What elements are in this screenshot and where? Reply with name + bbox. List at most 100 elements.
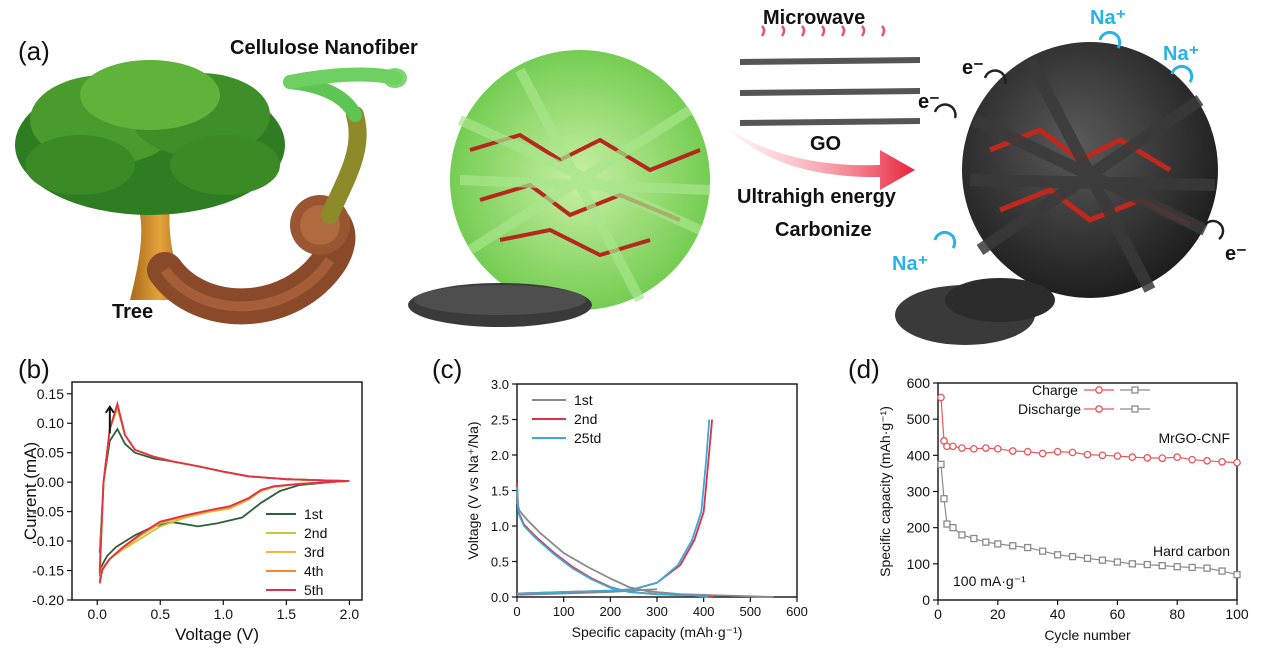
legend-label: 4th <box>304 563 323 579</box>
data-point <box>1113 558 1122 566</box>
data-point <box>1024 543 1032 552</box>
data-point <box>1098 451 1107 460</box>
data-point <box>1203 564 1211 572</box>
y-tick-label: 1.0 <box>491 519 509 534</box>
legend-label: Charge <box>1032 382 1078 398</box>
data-point <box>1053 447 1062 456</box>
series-line-charge-2nd <box>516 419 713 595</box>
data-point <box>958 444 966 452</box>
chart-c-letter: (c) <box>432 354 462 384</box>
x-tick-label: 20 <box>990 606 1006 622</box>
data-point <box>970 444 978 453</box>
y-tick-label: -0.20 <box>32 592 64 608</box>
data-point <box>981 444 990 452</box>
series-line-5th <box>98 400 350 584</box>
go-label: GO <box>810 133 841 155</box>
energy-label: Ultrahigh energy <box>737 186 897 208</box>
x-axis-title: Cycle number <box>1044 627 1131 643</box>
y-tick-label: 400 <box>907 447 931 463</box>
y-axis-title: Voltage (V vs Na⁺/Na) <box>465 421 481 559</box>
plot-frame <box>71 381 363 601</box>
data-point <box>1218 567 1226 575</box>
data-point <box>1009 542 1017 550</box>
cellulose-label: Cellulose Nanofiber <box>230 37 418 59</box>
x-tick-label: 200 <box>599 604 621 619</box>
y-tick-label: 2.5 <box>491 413 509 428</box>
graphene-oxide-sheet-icon <box>739 57 921 126</box>
cycle-arrows-icon <box>933 69 1225 240</box>
plot-frame <box>516 383 798 598</box>
data-point <box>1098 556 1107 564</box>
data-point <box>1233 458 1241 467</box>
legend-marker <box>1095 386 1103 394</box>
data-point <box>1113 452 1122 460</box>
data-point <box>1023 447 1032 456</box>
panel-a: (a) Tree Cellulose Nanofiber <box>15 7 1247 345</box>
electron-label-left: e⁻ <box>918 91 940 113</box>
data-point <box>1128 560 1136 568</box>
x-tick-label: 0.0 <box>87 606 107 622</box>
legend-label: 3rd <box>304 544 324 560</box>
carbon-fiber-network-icon <box>962 42 1218 298</box>
y-tick-label: 100 <box>907 556 931 572</box>
x-tick-label: 100 <box>553 604 575 619</box>
data-point <box>993 444 1002 453</box>
na-label-bottom: Na⁺ <box>892 253 928 275</box>
x-tick-label: 2.0 <box>340 606 360 622</box>
series-line-1st <box>516 500 774 598</box>
nanofiber-bundle-icon <box>147 67 407 325</box>
data-point <box>1083 450 1092 459</box>
data-point <box>1218 457 1226 466</box>
x-tick-label: 1.0 <box>214 606 234 622</box>
legend-label: 2nd <box>304 525 327 541</box>
green-fiber-network-icon <box>450 50 711 310</box>
y-tick-label: -0.15 <box>32 563 64 579</box>
x-tick-label: 0 <box>513 604 520 619</box>
data-point <box>1038 449 1047 458</box>
data-point <box>1158 561 1166 570</box>
na-label-top: Na⁺ <box>1090 7 1126 29</box>
data-point <box>1143 560 1151 569</box>
data-point <box>1053 551 1062 559</box>
carbonize-label: Carbonize <box>775 219 872 241</box>
y-tick-label: 0.00 <box>37 474 64 490</box>
series-line-charge-1st <box>516 588 658 596</box>
annotation-mrgo: MrGO-CNF <box>1158 430 1230 446</box>
series-line-charge-25td <box>516 419 711 595</box>
legend-marker <box>1095 405 1103 413</box>
legend-marker <box>1131 386 1139 394</box>
x-tick-label: 1.5 <box>277 606 297 622</box>
y-tick-label: 200 <box>907 520 931 536</box>
data-point <box>994 540 1002 548</box>
data-point <box>1158 454 1167 463</box>
x-tick-label: 0.5 <box>151 606 171 622</box>
tree-label: Tree <box>112 301 153 323</box>
microwave-waves-icon <box>760 25 886 37</box>
data-point <box>1068 448 1077 457</box>
y-tick-label: 0.0 <box>491 590 509 605</box>
y-axis-title: Specific capacity (mAh·g⁻¹) <box>877 406 893 577</box>
electron-label-right: e⁻ <box>1225 243 1247 265</box>
data-point <box>1173 563 1181 571</box>
x-tick-label: 60 <box>1110 606 1126 622</box>
cycle-arrows-icon <box>933 30 1194 249</box>
y-tick-label: 0.05 <box>37 445 64 461</box>
y-tick-label: 0.15 <box>37 386 64 402</box>
y-tick-label: 1.5 <box>491 484 509 499</box>
y-tick-label: 0.5 <box>491 555 509 570</box>
data-point <box>949 524 957 532</box>
y-tick-label: 0 <box>922 592 930 608</box>
chart-d: (d) 0 20 40 60 80 100 0 100 200 300 400 500 600 Cycle … <box>848 354 1249 643</box>
legend-marker <box>1131 405 1139 413</box>
x-tick-label: 80 <box>1169 606 1185 622</box>
arrow-right-icon <box>730 130 915 190</box>
legend-label: 2nd <box>574 411 597 427</box>
chart-b-letter: (b) <box>18 354 50 384</box>
x-tick-label: 600 <box>786 604 808 619</box>
data-point <box>1188 455 1197 464</box>
tree-icon <box>15 60 285 300</box>
microwave-label: Microwave <box>763 7 865 29</box>
x-tick-label: 100 <box>1225 606 1249 622</box>
electron-label-top: e⁻ <box>962 57 984 79</box>
